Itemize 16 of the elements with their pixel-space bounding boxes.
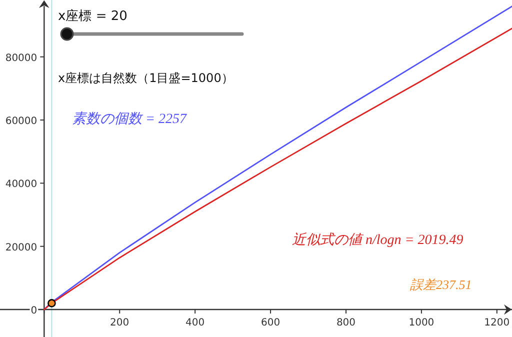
annotation: 素数の個数 = 2257 [72,111,188,127]
y-tick-label: 60000 [5,116,38,128]
annotation: x座標 = 20 [58,8,128,24]
y-tick-label: 40000 [5,179,38,190]
x-tick-label: 200 [110,318,130,329]
x-tick-label: 800 [336,318,356,329]
annotation: 近似式の値 n/logn = 2019.49 [292,232,464,248]
y-tick-label: 0 [30,306,38,317]
x-tick-label: 1200 [484,318,510,329]
y-tick-label: 80000 [5,52,38,64]
y-tick-label: 20000 [5,242,38,254]
x-tick-label: 1000 [408,318,434,329]
annotation: x座標は自然数（1目盛=1000） [58,71,234,85]
x-tick-label: 600 [260,318,280,329]
annotation: 誤差237.51 [409,277,472,292]
x-tick-label: 400 [186,318,205,329]
